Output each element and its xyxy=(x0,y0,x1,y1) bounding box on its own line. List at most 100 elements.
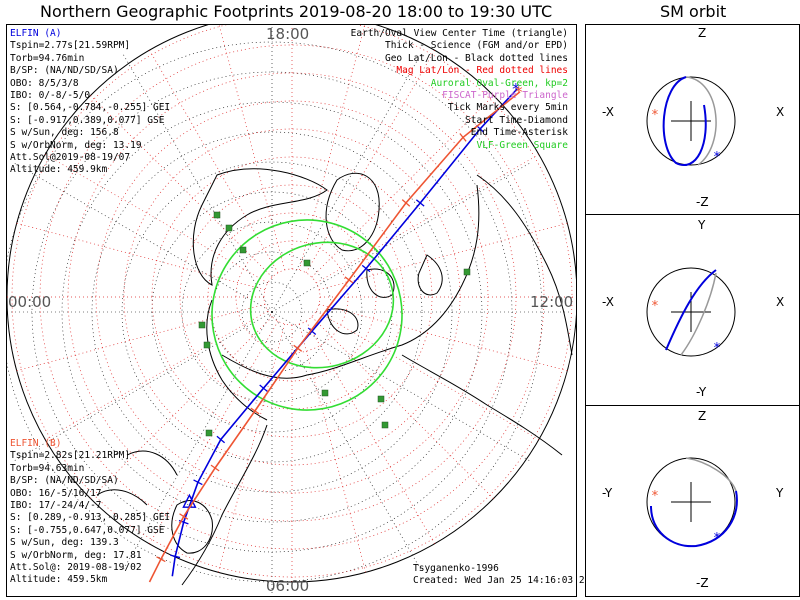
track-tick-mark xyxy=(170,554,181,559)
sm-orbit-panel-xz: * * Z -X X -Z xyxy=(585,24,800,215)
mag-longitude-line xyxy=(316,154,539,284)
axis-label-bottom: -Z xyxy=(696,576,709,590)
coastline xyxy=(96,450,178,506)
elfin-a-info: ELFIN (A) Tspin=2.77s[21.59RPM] Torb=94.… xyxy=(10,28,170,177)
vlf-station-square xyxy=(203,341,211,349)
elfin-a-line: Altitude: 459.9km xyxy=(10,164,108,176)
mag-longitude-line xyxy=(16,222,266,291)
coastline xyxy=(181,424,268,586)
track-tick-mark xyxy=(156,556,166,563)
elfin-b-line: IBO: 17/-24/4/-7 xyxy=(10,499,102,511)
auroral-oval-outer xyxy=(211,219,403,411)
axis-label-top: Y xyxy=(698,218,706,232)
track-tick-mark xyxy=(344,276,354,284)
legend-entry: FISCAT-Purple Triangle xyxy=(442,89,568,101)
elfin-a-line: S w/OrbNorm, deg: 13.19 xyxy=(10,139,142,151)
axis-label-right: X xyxy=(776,295,785,309)
legend-entry: Start Time-Diamond xyxy=(465,114,568,126)
mlt-label-right: 12:00 xyxy=(530,293,574,311)
earth-circle xyxy=(646,267,736,357)
auroral-oval xyxy=(211,219,403,411)
sm-orbit-panel-xy: * * Y -X X -Y xyxy=(585,214,800,406)
legend-entry: Tick Marks every 5min xyxy=(447,102,568,114)
auroral-oval-inner xyxy=(249,241,395,369)
elfin-a-line: Att.Sol@2019-08-19/07 xyxy=(10,151,131,163)
legend-entry: Earth/Oval View Center Time (triangle) xyxy=(350,28,568,39)
vlf-station-square xyxy=(239,246,247,254)
sm-orbit-xz-svg: ** xyxy=(646,76,736,166)
footprint-map-svg: ** xyxy=(7,25,576,596)
vlf-station-square xyxy=(303,259,311,267)
mlt-label-top: 18:00 xyxy=(266,25,310,43)
elfin-b-line: S: [0.289,-0.913,-0.285] GEI xyxy=(10,512,171,524)
geo-latitude-line xyxy=(61,101,483,523)
orbit-gray xyxy=(685,76,717,166)
orbit-end-asterisk: * xyxy=(713,150,721,165)
mag-longitude-line xyxy=(305,50,435,273)
legend-entry: Geo Lat/Lon - Black dotted lines xyxy=(384,52,568,64)
mag-longitude-line xyxy=(149,321,279,544)
vlf-station-square xyxy=(377,395,385,403)
track-tick-mark xyxy=(459,133,467,142)
model-label: Tsyganenko-1996 xyxy=(413,563,499,574)
axis-label-bottom: -Z xyxy=(696,195,709,209)
geo-latitude-line xyxy=(121,161,423,463)
orbit-end-asterisk-b: * xyxy=(651,489,659,504)
vlf-station-square xyxy=(213,211,221,219)
elfin-b-line: S: [-0.755,0.647,0.077] GSE xyxy=(10,524,165,536)
elfin-b-line: OBO: 16/-5/16/17 xyxy=(10,487,102,499)
mag-longitude-line xyxy=(311,316,494,499)
orbit-gray xyxy=(680,272,717,356)
elfin-a-line: IBO: 0/-8/-5/0 xyxy=(10,89,91,101)
mag-longitude-line xyxy=(318,303,568,372)
elfin-a-line: Torb=94.76min xyxy=(10,52,85,64)
coastline xyxy=(221,184,480,379)
mag-longitude-line xyxy=(318,222,568,291)
mag-longitude-line xyxy=(298,323,367,573)
axis-label-right: X xyxy=(776,105,785,119)
track-tick-mark xyxy=(293,344,303,352)
mag-longitude-line xyxy=(16,303,266,372)
elfin-a-line: OBO: 8/5/3/8 xyxy=(10,77,79,89)
track-tick-mark xyxy=(250,407,260,415)
orbit-elfin-a xyxy=(662,76,707,166)
mag-longitude-line xyxy=(45,310,268,440)
footprint-map: * * xyxy=(6,24,577,597)
mlt-label-left: 00:00 xyxy=(8,293,52,311)
mlt-label-bottom: 06:00 xyxy=(266,577,310,595)
mag-longitude-line xyxy=(311,95,494,278)
elfin-b-line: Att.Sol@: 2019-08-19/02 xyxy=(10,561,142,573)
elfin-b-line: Torb=94.63min xyxy=(10,462,85,474)
axis-label-bottom: -Y xyxy=(696,385,707,399)
elfin-b-name: ELFIN (B) xyxy=(10,438,62,449)
mag-longitude-line xyxy=(305,321,435,544)
geo-latitude-line xyxy=(7,41,543,583)
end-asterisk: * xyxy=(512,80,520,98)
orbit-end-asterisk-b: * xyxy=(651,108,659,123)
coastline xyxy=(417,254,443,296)
coastline xyxy=(366,268,395,298)
mag-longitude-line xyxy=(218,25,286,271)
orbit-end-asterisk: * xyxy=(713,341,721,356)
vlf-station-square xyxy=(381,421,389,429)
end-asterisk: * xyxy=(515,83,523,101)
elfin-b-line: B/SP: (NA/ND/SD/SA) xyxy=(10,475,119,487)
sm-orbit-yz-svg: ** xyxy=(646,457,738,548)
mag-longitude-line xyxy=(90,95,273,278)
axis-label-left: -X xyxy=(602,105,614,119)
mag-longitude-line xyxy=(298,25,366,271)
track-tick-mark xyxy=(193,479,203,486)
mag-longitude-line xyxy=(316,310,539,440)
legend-entry: Auroral Oval-Green, kp=2 xyxy=(430,77,568,89)
vlf-station-square xyxy=(205,429,213,437)
satellite-tracks: ** xyxy=(148,80,523,583)
axis-label-top: Z xyxy=(698,409,707,423)
legend-entry: End Time-Asterisk xyxy=(470,127,568,139)
track-tick-mark xyxy=(415,199,425,207)
coastline xyxy=(171,500,213,554)
elfin-a-line: B/SP: (NA/ND/SD/SA) xyxy=(10,65,119,77)
orbit-elfin-a xyxy=(650,490,738,548)
elfin-a-line: Tspin=2.77s[21.59RPM] xyxy=(10,40,131,52)
vlf-station-square xyxy=(198,321,206,329)
track-elfin-b xyxy=(148,91,521,583)
